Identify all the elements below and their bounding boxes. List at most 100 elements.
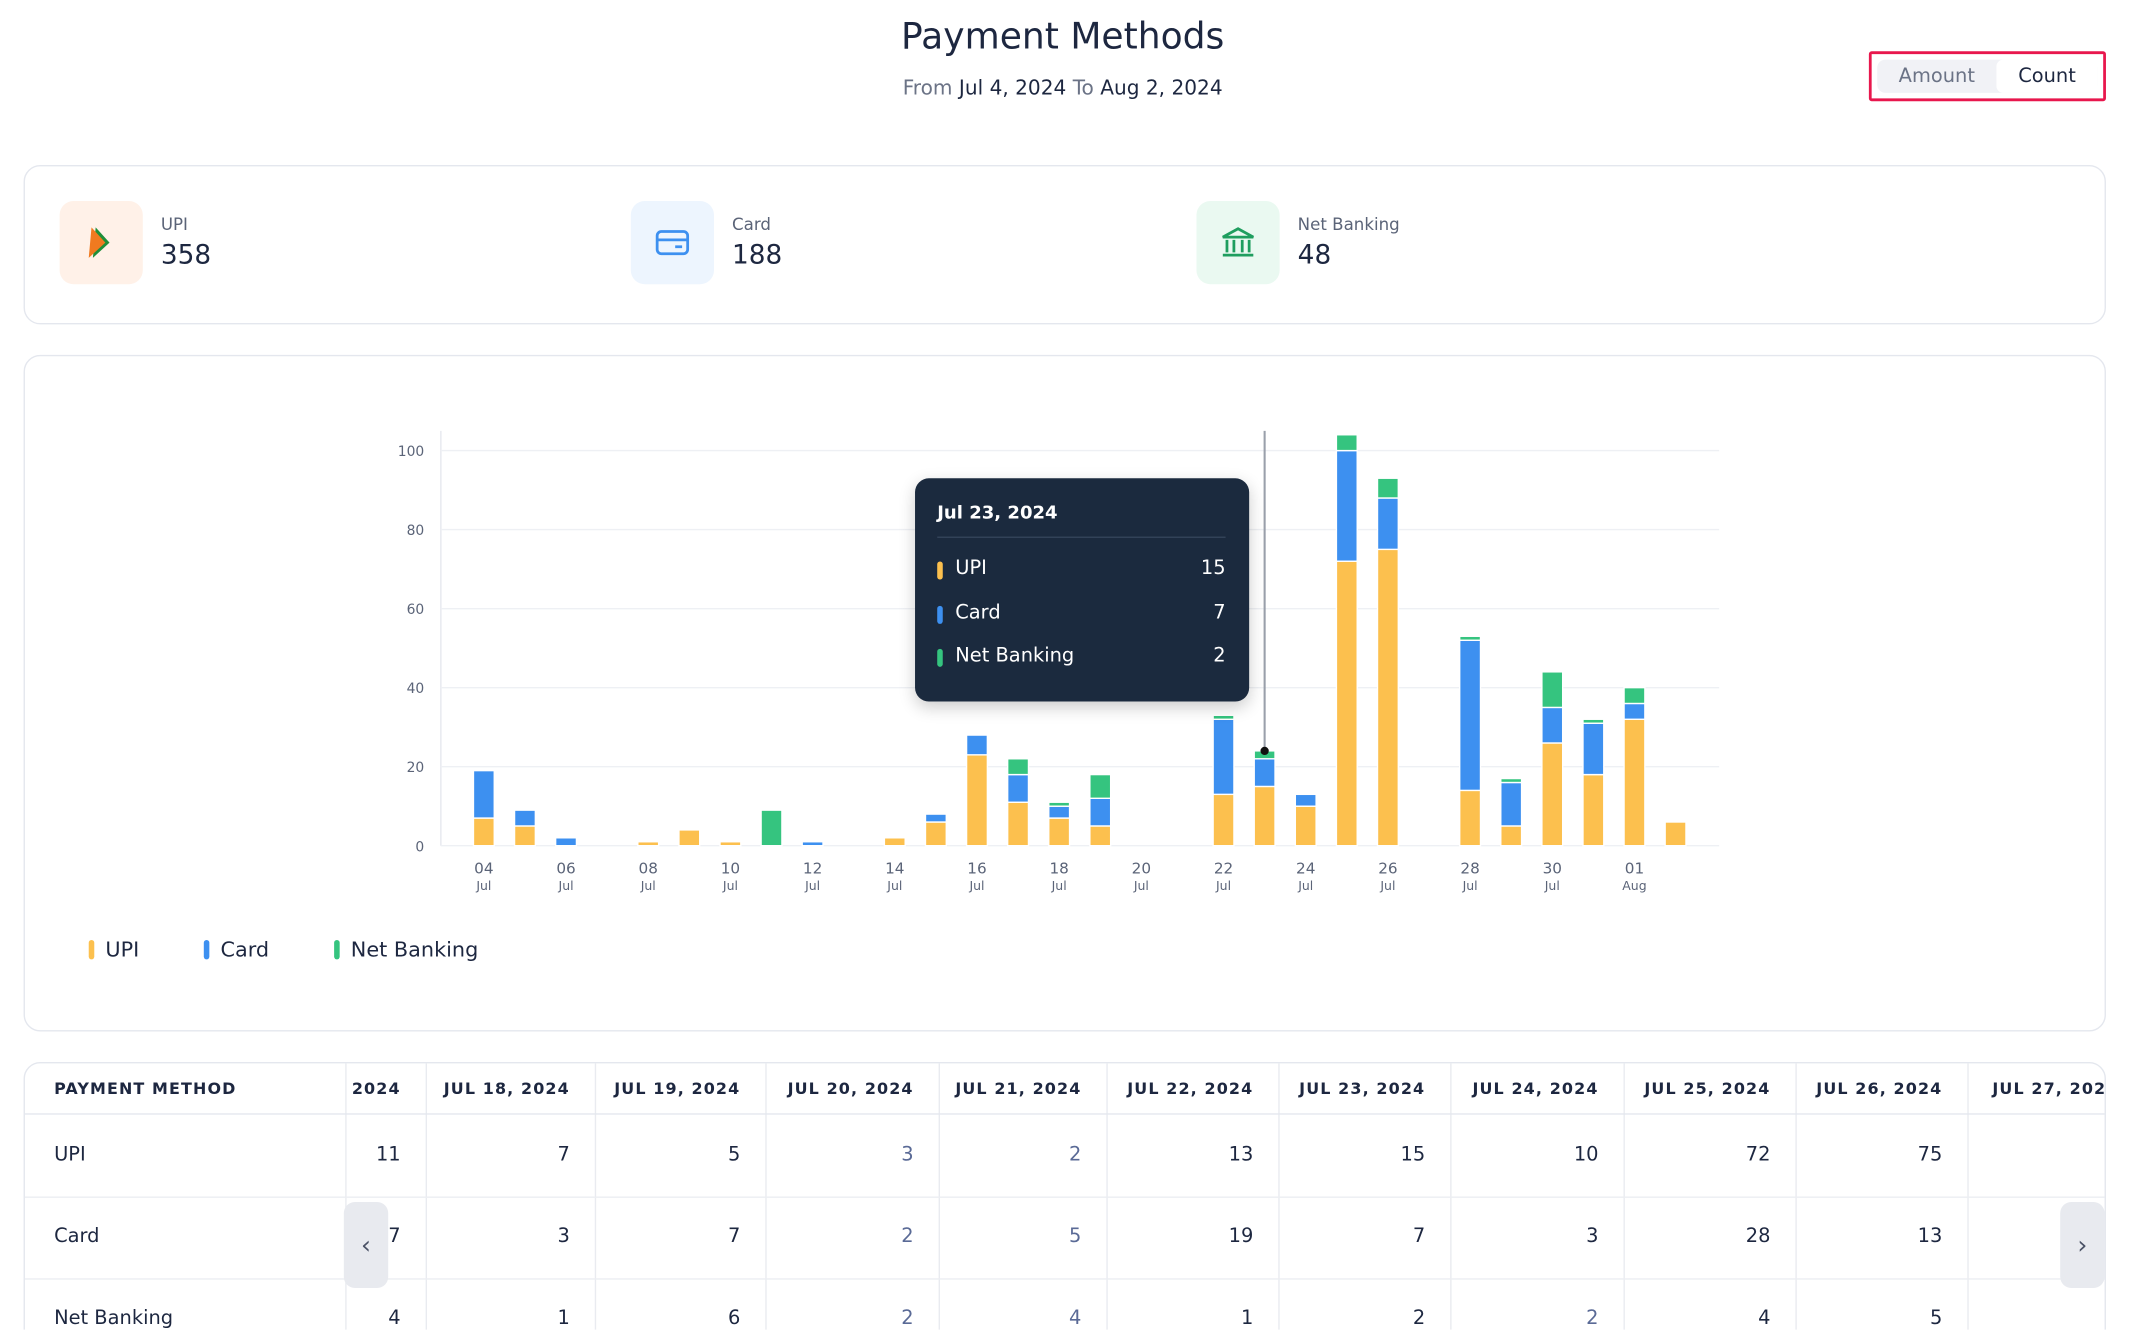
summary-label: Card	[732, 214, 771, 235]
scroll-left-button[interactable]: ‹	[343, 1202, 389, 1288]
y-tick-label: 40	[407, 681, 425, 697]
tooltip-divider	[937, 536, 1226, 538]
x-tick-month: Jul	[804, 878, 820, 893]
bar-segment	[1006, 773, 1030, 803]
end-date: Aug 2, 2024	[1100, 77, 1223, 100]
x-tick-label: 01	[1625, 859, 1644, 877]
table-header: JUL 24, 2024	[1472, 1078, 1599, 1099]
to-label: To	[1072, 77, 1094, 100]
bar-segment	[924, 813, 947, 823]
table-header: JUL 26, 2024	[1816, 1078, 1943, 1099]
bar-segment	[1582, 773, 1605, 847]
table-cell: 28	[1745, 1225, 1771, 1248]
table-cell: 4	[1069, 1307, 1082, 1330]
x-tick-month: Jul	[1297, 878, 1313, 893]
row-divider	[24, 1278, 2105, 1280]
bar-segment	[637, 841, 660, 847]
x-tick-month: Jul	[1215, 878, 1231, 893]
bar-segment	[1089, 825, 1112, 847]
x-tick-month: Jul	[722, 878, 738, 893]
y-tick-label: 20	[407, 760, 425, 776]
table-cell: 1	[557, 1307, 570, 1330]
toggle-option[interactable]: Count	[1996, 59, 2098, 93]
summary-label: Net Banking	[1297, 214, 1400, 235]
x-tick-month: Jul	[1051, 878, 1067, 893]
table-cell: 7	[557, 1143, 570, 1166]
card-icon	[630, 201, 715, 285]
x-tick-month: Jul	[640, 878, 656, 893]
x-tick-month: Jul	[475, 878, 491, 893]
x-tick-label: 04	[474, 859, 493, 877]
bar-segment	[1294, 793, 1317, 807]
bar-segment	[513, 825, 537, 847]
bar-segment	[1048, 801, 1071, 807]
table-cell: Card	[54, 1225, 100, 1248]
start-date: Jul 4, 2024	[958, 77, 1067, 100]
hover-dot	[1260, 746, 1269, 756]
table-header: JUL 22, 2024	[1127, 1078, 1254, 1099]
bar-segment	[1212, 793, 1235, 847]
table-cell: 75	[1917, 1143, 1943, 1166]
x-tick-label: 12	[803, 859, 822, 877]
table-cell: 2	[1069, 1143, 1082, 1166]
x-tick-label: 26	[1378, 859, 1397, 877]
y-tick-label: 60	[407, 602, 425, 618]
table-cell: 4	[1758, 1307, 1771, 1330]
table-cell: 19	[1228, 1225, 1254, 1248]
bar-segment	[678, 829, 701, 847]
date-range: From Jul 4, 2024 To Aug 2, 2024	[0, 78, 2125, 100]
bar-segment	[1048, 817, 1071, 847]
tooltip-label: UPI	[955, 557, 987, 580]
bar-segment	[1541, 742, 1564, 847]
card-glyph	[655, 230, 690, 256]
tooltip-value: 2	[1213, 644, 1226, 667]
summary-card	[23, 164, 2106, 325]
bar-segment	[1253, 785, 1276, 847]
x-tick-label: 30	[1543, 859, 1562, 877]
x-tick-label: 28	[1460, 859, 1479, 877]
from-label: From	[902, 77, 953, 100]
table-cell: 3	[1586, 1225, 1599, 1248]
table-cell: 5	[727, 1143, 741, 1166]
bar-segment	[1253, 758, 1276, 788]
table-cell: 15	[1400, 1143, 1426, 1166]
table-header: JUL 21, 2024	[955, 1078, 1082, 1099]
x-tick-month: Jul	[1379, 878, 1395, 893]
table-cell: 2	[1412, 1307, 1426, 1330]
scroll-right-button[interactable]: ›	[2060, 1202, 2105, 1288]
x-tick-label: 24	[1296, 859, 1315, 877]
table-cell: 7	[1412, 1225, 1426, 1248]
x-tick-label: 08	[639, 859, 658, 877]
x-tick-label: 14	[885, 859, 904, 877]
bar-segment	[924, 821, 947, 847]
bar-segment	[1376, 497, 1399, 551]
table-cell: 11	[375, 1143, 401, 1166]
bar-segment	[1500, 825, 1523, 847]
table-cell: 2	[901, 1225, 914, 1248]
tooltip-value: 7	[1213, 601, 1226, 624]
x-tick-label: 22	[1214, 859, 1233, 877]
bar-segment	[1335, 434, 1358, 452]
bar-segment	[965, 734, 989, 756]
table-header: JUL 27, 2024	[1992, 1078, 2106, 1099]
bar-segment	[1664, 821, 1687, 847]
table-cell: 0	[1967, 1115, 2104, 1195]
table-header: PAYMENT METHOD	[54, 1078, 237, 1099]
table-cell: 6	[727, 1307, 741, 1330]
x-tick-month: Jul	[1544, 878, 1560, 893]
x-tick-label: 06	[556, 859, 575, 877]
table-cell: 3	[901, 1143, 914, 1166]
legend-swatch	[88, 939, 95, 960]
legend-label: Card	[220, 937, 270, 963]
table-header: JUL 25, 2024	[1644, 1078, 1771, 1099]
table-header: JUL 18, 2024	[443, 1078, 570, 1099]
legend-swatch	[334, 939, 340, 960]
tooltip-swatch	[937, 648, 943, 667]
bar-segment	[1459, 789, 1482, 847]
tooltip-title: Jul 23, 2024	[937, 503, 1058, 525]
legend-swatch	[203, 939, 210, 960]
summary-label: UPI	[160, 214, 188, 235]
bar-segment	[801, 841, 824, 847]
toggle-option[interactable]: Amount	[1898, 65, 1975, 88]
